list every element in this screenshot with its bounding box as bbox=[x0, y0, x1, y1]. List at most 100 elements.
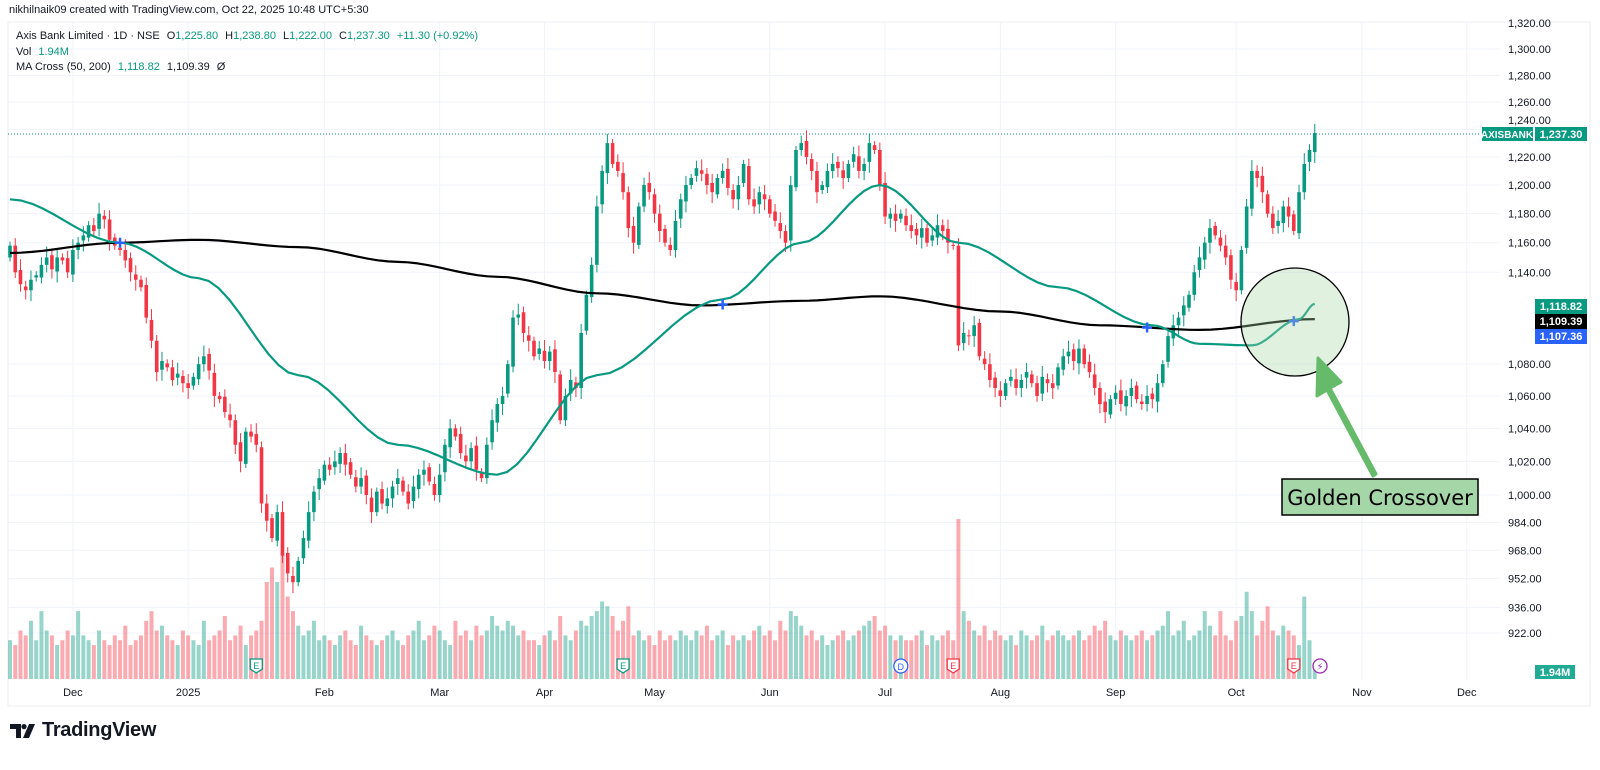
candle-body bbox=[1061, 356, 1066, 370]
blue-badge-bg bbox=[1535, 329, 1587, 344]
candle-body bbox=[416, 474, 421, 490]
highlight-circle bbox=[1240, 267, 1350, 377]
volume-bar bbox=[778, 620, 783, 679]
volume-bar bbox=[904, 640, 909, 679]
volume-bar bbox=[961, 611, 966, 679]
volume-bar bbox=[1082, 640, 1087, 679]
candle-body bbox=[553, 349, 557, 373]
candle-body bbox=[699, 170, 704, 174]
annotation-text: Golden Crossover bbox=[1287, 486, 1473, 510]
low-value: 1,222.00 bbox=[289, 30, 332, 42]
volume-bar bbox=[1207, 625, 1212, 679]
volume-bar bbox=[626, 606, 631, 679]
volume-bar bbox=[1192, 635, 1197, 679]
candle-body bbox=[961, 332, 966, 344]
time-tick-label: Mar bbox=[430, 687, 449, 699]
volume-bar bbox=[311, 620, 316, 679]
candle-body bbox=[238, 442, 243, 462]
candle-body bbox=[97, 213, 101, 229]
candle-body bbox=[8, 245, 12, 258]
ma-hidden-icon[interactable]: Ø bbox=[216, 61, 226, 73]
candle-body bbox=[369, 497, 374, 513]
high-value: 1,238.80 bbox=[233, 30, 276, 42]
ma-cross-label[interactable]: MA Cross (50, 200) bbox=[16, 61, 111, 73]
volume-label[interactable]: Vol bbox=[16, 45, 32, 58]
candle-body bbox=[1119, 390, 1123, 404]
volume-bar bbox=[741, 635, 746, 679]
candle-body bbox=[395, 478, 400, 485]
candle-body bbox=[626, 192, 631, 229]
tradingview-brand[interactable]: TradingView bbox=[10, 719, 156, 742]
price-tick-label: 1,160.00 bbox=[1508, 238, 1551, 250]
candle-body bbox=[914, 228, 919, 236]
volume-bar bbox=[154, 630, 159, 679]
price-tick-label: 1,180.00 bbox=[1508, 209, 1551, 221]
candle-body bbox=[23, 286, 28, 291]
candle-body bbox=[862, 163, 866, 171]
volume-bar bbox=[233, 635, 238, 679]
volume-bar bbox=[1260, 620, 1265, 679]
candle-body bbox=[228, 414, 232, 421]
volume-bar bbox=[8, 640, 12, 679]
price-axis[interactable]: 1,320.00 1,300.00 1,280.00 1,260.00 1,240.00… bbox=[1508, 18, 1551, 640]
candle-body bbox=[579, 332, 583, 388]
volume-bar bbox=[668, 635, 673, 679]
candle-body bbox=[605, 143, 610, 174]
chart-credit: nikhilnaik09 created with TradingView.co… bbox=[9, 4, 369, 16]
volume-bar bbox=[1050, 635, 1055, 679]
volume-bar bbox=[338, 635, 343, 679]
volume-bar bbox=[275, 582, 280, 679]
candle-body bbox=[453, 428, 458, 437]
volume-bar bbox=[558, 615, 563, 679]
volume-bar bbox=[484, 630, 489, 679]
candle-body bbox=[872, 145, 877, 151]
volume-bar bbox=[364, 635, 369, 679]
volume-bar bbox=[956, 519, 961, 679]
volume-bar bbox=[1160, 625, 1165, 679]
candle-body bbox=[710, 182, 714, 193]
candle-body bbox=[1229, 255, 1233, 280]
symbol-title[interactable]: Axis Bank Limited · 1D · NSE bbox=[16, 30, 160, 42]
volume-bar bbox=[201, 620, 206, 679]
volume-bar bbox=[846, 640, 851, 679]
time-tick-label: Nov bbox=[1352, 687, 1372, 699]
candle-body bbox=[825, 170, 830, 188]
volume-bar bbox=[123, 625, 128, 679]
volume-bar bbox=[505, 620, 510, 679]
volume-bar bbox=[919, 630, 924, 679]
volume-bar bbox=[725, 645, 730, 679]
candle-body bbox=[893, 213, 898, 221]
volume-bar bbox=[1087, 635, 1092, 679]
volume-bar bbox=[914, 635, 919, 679]
volume-bar bbox=[1150, 635, 1155, 679]
volume-bar bbox=[327, 640, 332, 679]
volume-bar bbox=[186, 635, 191, 679]
candle-body bbox=[500, 395, 505, 404]
candle-body bbox=[1281, 206, 1286, 224]
volume-row: Vol 1.94M bbox=[16, 45, 482, 61]
candle-body bbox=[1166, 336, 1170, 362]
grid bbox=[8, 22, 1500, 680]
volume-bar bbox=[65, 630, 70, 679]
candle-body bbox=[128, 258, 133, 273]
golden-crossover-annotation[interactable]: Golden Crossover bbox=[1240, 267, 1479, 516]
volume-bar bbox=[615, 630, 620, 679]
candle-body bbox=[757, 192, 762, 205]
candle-body bbox=[149, 319, 154, 341]
time-axis[interactable]: Dec 2025 Feb Mar Apr May Jun Jul Aug Sep Oct Nov Dec bbox=[63, 687, 1477, 699]
candle-body bbox=[458, 434, 463, 454]
candle-body bbox=[322, 464, 327, 481]
candle-body bbox=[81, 235, 86, 241]
candle-body bbox=[448, 428, 452, 448]
candle-body bbox=[1255, 170, 1259, 179]
volume-bar bbox=[1239, 615, 1244, 679]
candle-body bbox=[485, 444, 489, 479]
candle-body bbox=[118, 247, 122, 251]
volume-bar bbox=[34, 640, 39, 679]
price-tick-label: 922.00 bbox=[1508, 628, 1542, 640]
volume-bar bbox=[898, 635, 903, 679]
candle-body bbox=[86, 225, 91, 238]
candle-body bbox=[836, 161, 840, 169]
volume-bar bbox=[563, 635, 568, 679]
